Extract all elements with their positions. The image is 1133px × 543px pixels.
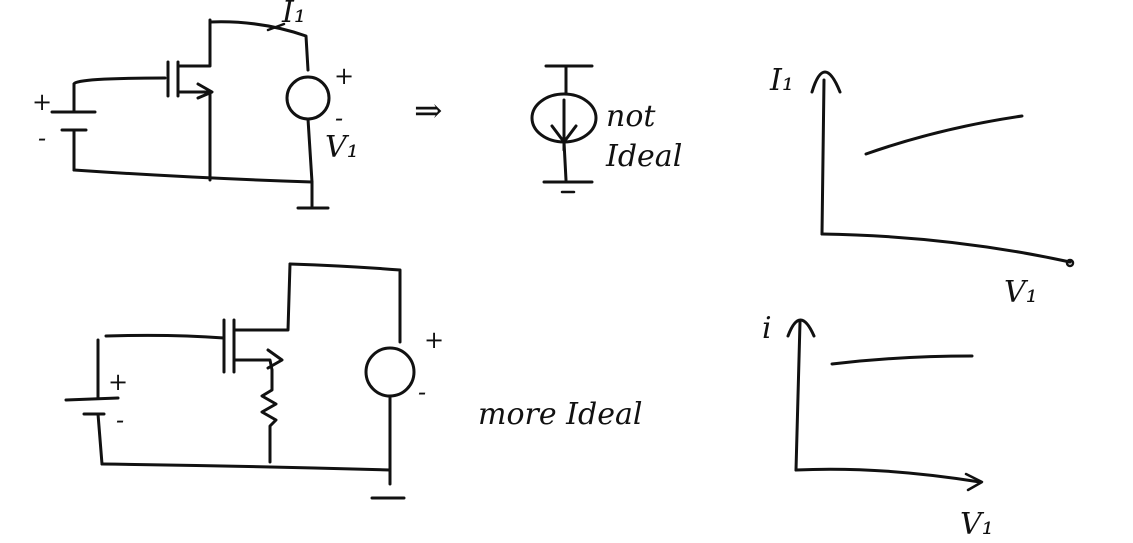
bottom-voltage-source-icon [364, 346, 416, 398]
battery1-minus-label: - [38, 124, 46, 152]
bottom-transistor-icon [222, 262, 292, 374]
source-note-line1: not [606, 99, 656, 134]
bottom-ground-rail [100, 462, 392, 472]
graph2-xlabel: V₁ [960, 507, 994, 542]
bottom-battery: + - [64, 338, 128, 466]
source-note-line2: Ideal [605, 139, 682, 174]
top-voltage-source-icon [285, 75, 331, 121]
battery1-plus-label: + [32, 88, 52, 116]
top-gate-wire [72, 76, 167, 86]
graph1-x-arrow-icon [1065, 258, 1075, 268]
graph1-y-axis [820, 78, 826, 236]
graph-not-ideal: I₁ V₁ [769, 63, 1075, 310]
graph1-x-axis [820, 232, 1072, 264]
top-current-label: I₁ [281, 0, 306, 30]
graph1-y-arrow-icon [810, 70, 842, 94]
graph2-ylabel: i [762, 311, 772, 346]
graph1-xlabel: V₁ [1004, 275, 1038, 310]
graph-more-ideal: i V₁ [762, 311, 994, 542]
graph1-ylabel: I₁ [769, 63, 794, 98]
bottom-plus-label: + [424, 326, 444, 354]
graph2-curve [830, 354, 974, 366]
bottom-circuit: + - + - more Ideal [64, 262, 642, 500]
top-circuit: + - I₁ + - V₁ [32, 0, 359, 210]
bottom-note: more Ideal [478, 397, 642, 432]
graph2-y-axis [794, 320, 802, 472]
bottom-gate-wire [104, 333, 226, 340]
battery2-plus-label: + [108, 368, 128, 396]
top-plus-label: + [334, 62, 354, 90]
bottom-drain-wire [288, 262, 402, 344]
graph2-y-arrow-icon [786, 318, 816, 338]
top-source-wire [306, 117, 314, 184]
bottom-minus-label: - [418, 378, 426, 406]
graph2-x-axis [794, 467, 982, 484]
top-voltage-label: V₁ [325, 130, 359, 165]
graph1-curve [864, 114, 1024, 156]
implies-arrow: ⇒ [414, 91, 443, 131]
battery2-minus-label: - [116, 406, 124, 434]
top-transistor-icon [166, 18, 214, 182]
top-drain-wire [208, 20, 310, 72]
top-ground-rail [72, 168, 314, 184]
resistor-icon [260, 368, 278, 464]
non-ideal-source: not Ideal [530, 64, 682, 194]
current-arrow-icon [266, 22, 286, 32]
top-battery: + - [32, 82, 97, 172]
graph2-x-arrow-icon [964, 472, 984, 492]
top-minus-label: - [335, 104, 343, 132]
